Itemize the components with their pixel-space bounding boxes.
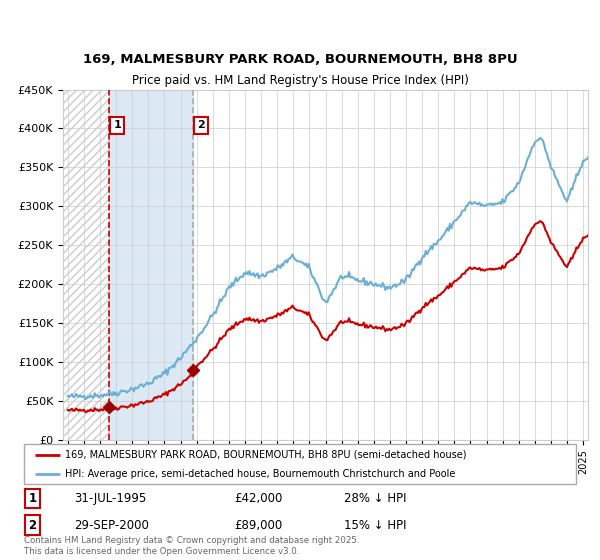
Text: £89,000: £89,000 xyxy=(234,519,282,532)
Text: 1: 1 xyxy=(113,120,121,130)
Text: £42,000: £42,000 xyxy=(234,492,282,505)
Text: 2: 2 xyxy=(28,519,37,532)
Text: HPI: Average price, semi-detached house, Bournemouth Christchurch and Poole: HPI: Average price, semi-detached house,… xyxy=(65,469,456,478)
Text: 15% ↓ HPI: 15% ↓ HPI xyxy=(344,519,407,532)
Bar xyxy=(109,90,193,440)
Text: 28% ↓ HPI: 28% ↓ HPI xyxy=(344,492,407,505)
Text: Price paid vs. HM Land Registry's House Price Index (HPI): Price paid vs. HM Land Registry's House … xyxy=(131,74,469,87)
FancyBboxPatch shape xyxy=(24,444,576,484)
Text: 169, MALMESBURY PARK ROAD, BOURNEMOUTH, BH8 8PU: 169, MALMESBURY PARK ROAD, BOURNEMOUTH, … xyxy=(83,53,517,66)
Text: 29-SEP-2000: 29-SEP-2000 xyxy=(74,519,149,532)
Text: 1: 1 xyxy=(28,492,37,505)
Text: 2: 2 xyxy=(197,120,205,130)
Bar xyxy=(60,90,109,440)
Text: 31-JUL-1995: 31-JUL-1995 xyxy=(74,492,146,505)
Bar xyxy=(60,90,109,440)
Text: 169, MALMESBURY PARK ROAD, BOURNEMOUTH, BH8 8PU (semi-detached house): 169, MALMESBURY PARK ROAD, BOURNEMOUTH, … xyxy=(65,450,467,460)
Text: Contains HM Land Registry data © Crown copyright and database right 2025.
This d: Contains HM Land Registry data © Crown c… xyxy=(24,536,359,556)
